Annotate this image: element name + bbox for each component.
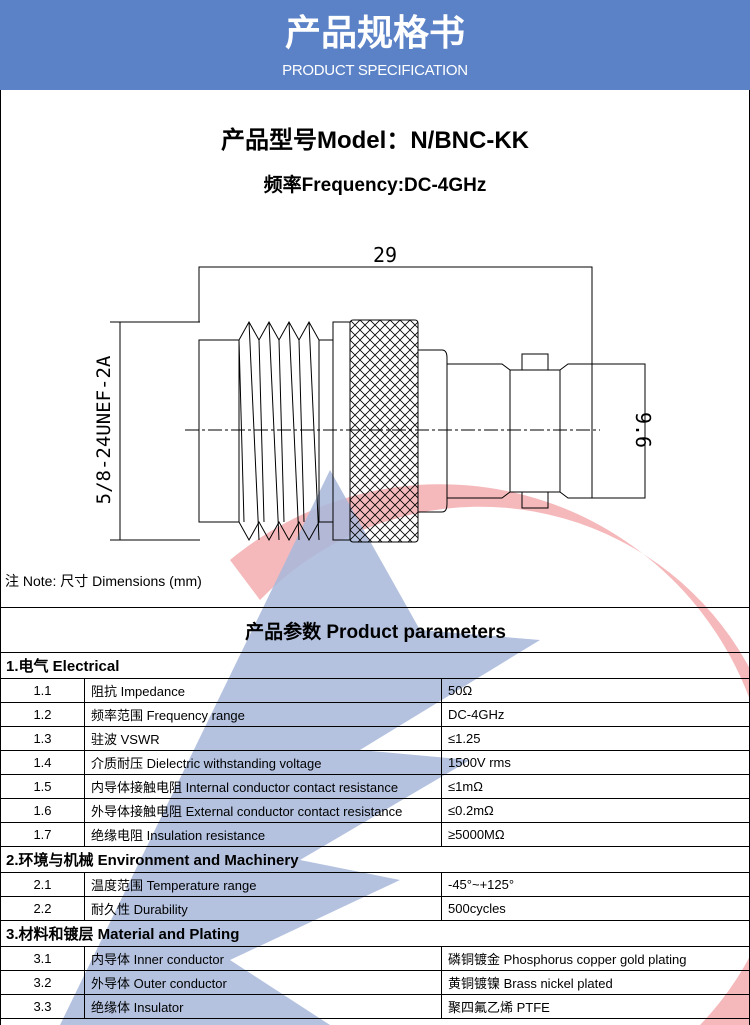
header-banner: 产品规格书 PRODUCT SPECIFICATION	[0, 0, 750, 90]
section-header: 2.环境与机械 Environment and Machinery	[0, 846, 750, 873]
row-parameter: 内导体接触电阻 Internal conductor contact resis…	[84, 774, 442, 799]
length-dimension: 29	[373, 243, 397, 267]
row-number: 1.4	[0, 750, 85, 775]
section-title: 2.环境与机械 Environment and Machinery	[0, 846, 750, 873]
row-value: ≥5000MΩ	[441, 822, 750, 847]
row-parameter: 温度范围 Temperature range	[84, 872, 442, 897]
row-value: ≤1mΩ	[441, 774, 750, 799]
row-value: DC-4GHz	[441, 702, 750, 727]
diameter-dimension: 9.6	[631, 412, 655, 448]
row-number: 1.5	[0, 774, 85, 799]
table-row: 1.1 阻抗 Impedance 50Ω	[0, 678, 750, 703]
row-number: 1.3	[0, 726, 85, 751]
section-header: 3.材料和镀层 Material and Plating	[0, 920, 750, 947]
row-value: -45°~+125°	[441, 872, 750, 897]
title-en: PRODUCT SPECIFICATION	[282, 62, 468, 79]
title-cn: 产品规格书	[284, 13, 465, 54]
table-row: 3.1 内导体 Inner conductor 磷铜镀金 Phosphorus co…	[0, 946, 750, 971]
frequency-title: 频率Frequency:DC-4GHz	[263, 175, 487, 196]
table-row: 1.4 介质耐压 Dielectric withstanding voltage 1…	[0, 750, 750, 775]
row-number: 3.3	[0, 994, 85, 1019]
table-row: 1.5 内导体接触电阻 Internal conductor contact re…	[0, 774, 750, 799]
row-parameter: 绝缘电阻 Insulation resistance	[84, 822, 442, 847]
row-parameter: 绝缘体 Insulator	[84, 994, 442, 1019]
row-number: 1.1	[0, 678, 85, 703]
row-number: 1.6	[0, 798, 85, 823]
row-parameter: 驻波 VSWR	[84, 726, 442, 751]
row-value: 聚四氟乙烯 PTFE	[441, 994, 750, 1019]
section-header: 1.电气 Electrical	[0, 652, 750, 679]
parameters-table: 产品参数 Product parameters 1.电气 Electrical 1…	[0, 607, 750, 1019]
connector-drawing: 29 9.6 5/8-24UNEF-2A	[93, 243, 655, 543]
row-number: 2.2	[0, 896, 85, 921]
model-title: 产品型号Model：N/BNC-KK	[221, 127, 529, 154]
dimensions-note: 注 Note: 尺寸 Dimensions (mm)	[5, 573, 202, 589]
table-row: 2.2 耐久性 Durability 500cycles	[0, 896, 750, 921]
table-row: 1.3 驻波 VSWR ≤1.25	[0, 726, 750, 751]
row-value: ≤0.2mΩ	[441, 798, 750, 823]
section-title: 1.电气 Electrical	[0, 652, 750, 679]
row-parameter: 外导体接触电阻 External conductor contact resis…	[84, 798, 442, 823]
row-parameter: 外导体 Outer conductor	[84, 970, 442, 995]
row-value: 磷铜镀金 Phosphorus copper gold plating	[441, 946, 750, 971]
row-number: 3.2	[0, 970, 85, 995]
row-value: 500cycles	[441, 896, 750, 921]
row-number: 1.2	[0, 702, 85, 727]
table-row: 1.2 频率范围 Frequency range DC-4GHz	[0, 702, 750, 727]
table-row: 3.2 外导体 Outer conductor 黄铜镀镍 Brass nickel …	[0, 970, 750, 995]
row-number: 2.1	[0, 872, 85, 897]
table-row: 1.7 绝缘电阻 Insulation resistance ≥5000MΩ	[0, 822, 750, 847]
row-parameter: 频率范围 Frequency range	[84, 702, 442, 727]
thread-label: 5/8-24UNEF-2A	[93, 355, 115, 504]
row-parameter: 耐久性 Durability	[84, 896, 442, 921]
row-parameter: 内导体 Inner conductor	[84, 946, 442, 971]
section-title: 3.材料和镀层 Material and Plating	[0, 920, 750, 947]
row-value: 1500V rms	[441, 750, 750, 775]
row-number: 1.7	[0, 822, 85, 847]
row-parameter: 介质耐压 Dielectric withstanding voltage	[84, 750, 442, 775]
row-value: ≤1.25	[441, 726, 750, 751]
table-row: 1.6 外导体接触电阻 External conductor contact re…	[0, 798, 750, 823]
row-value: 黄铜镀镍 Brass nickel plated	[441, 970, 750, 995]
row-value: 50Ω	[441, 678, 750, 703]
table-row: 3.3 绝缘体 Insulator 聚四氟乙烯 PTFE	[0, 994, 750, 1019]
table-row: 2.1 温度范围 Temperature range -45°~+125°	[0, 872, 750, 897]
row-number: 3.1	[0, 946, 85, 971]
row-parameter: 阻抗 Impedance	[84, 678, 442, 703]
params-title: 产品参数 Product parameters	[0, 607, 750, 653]
